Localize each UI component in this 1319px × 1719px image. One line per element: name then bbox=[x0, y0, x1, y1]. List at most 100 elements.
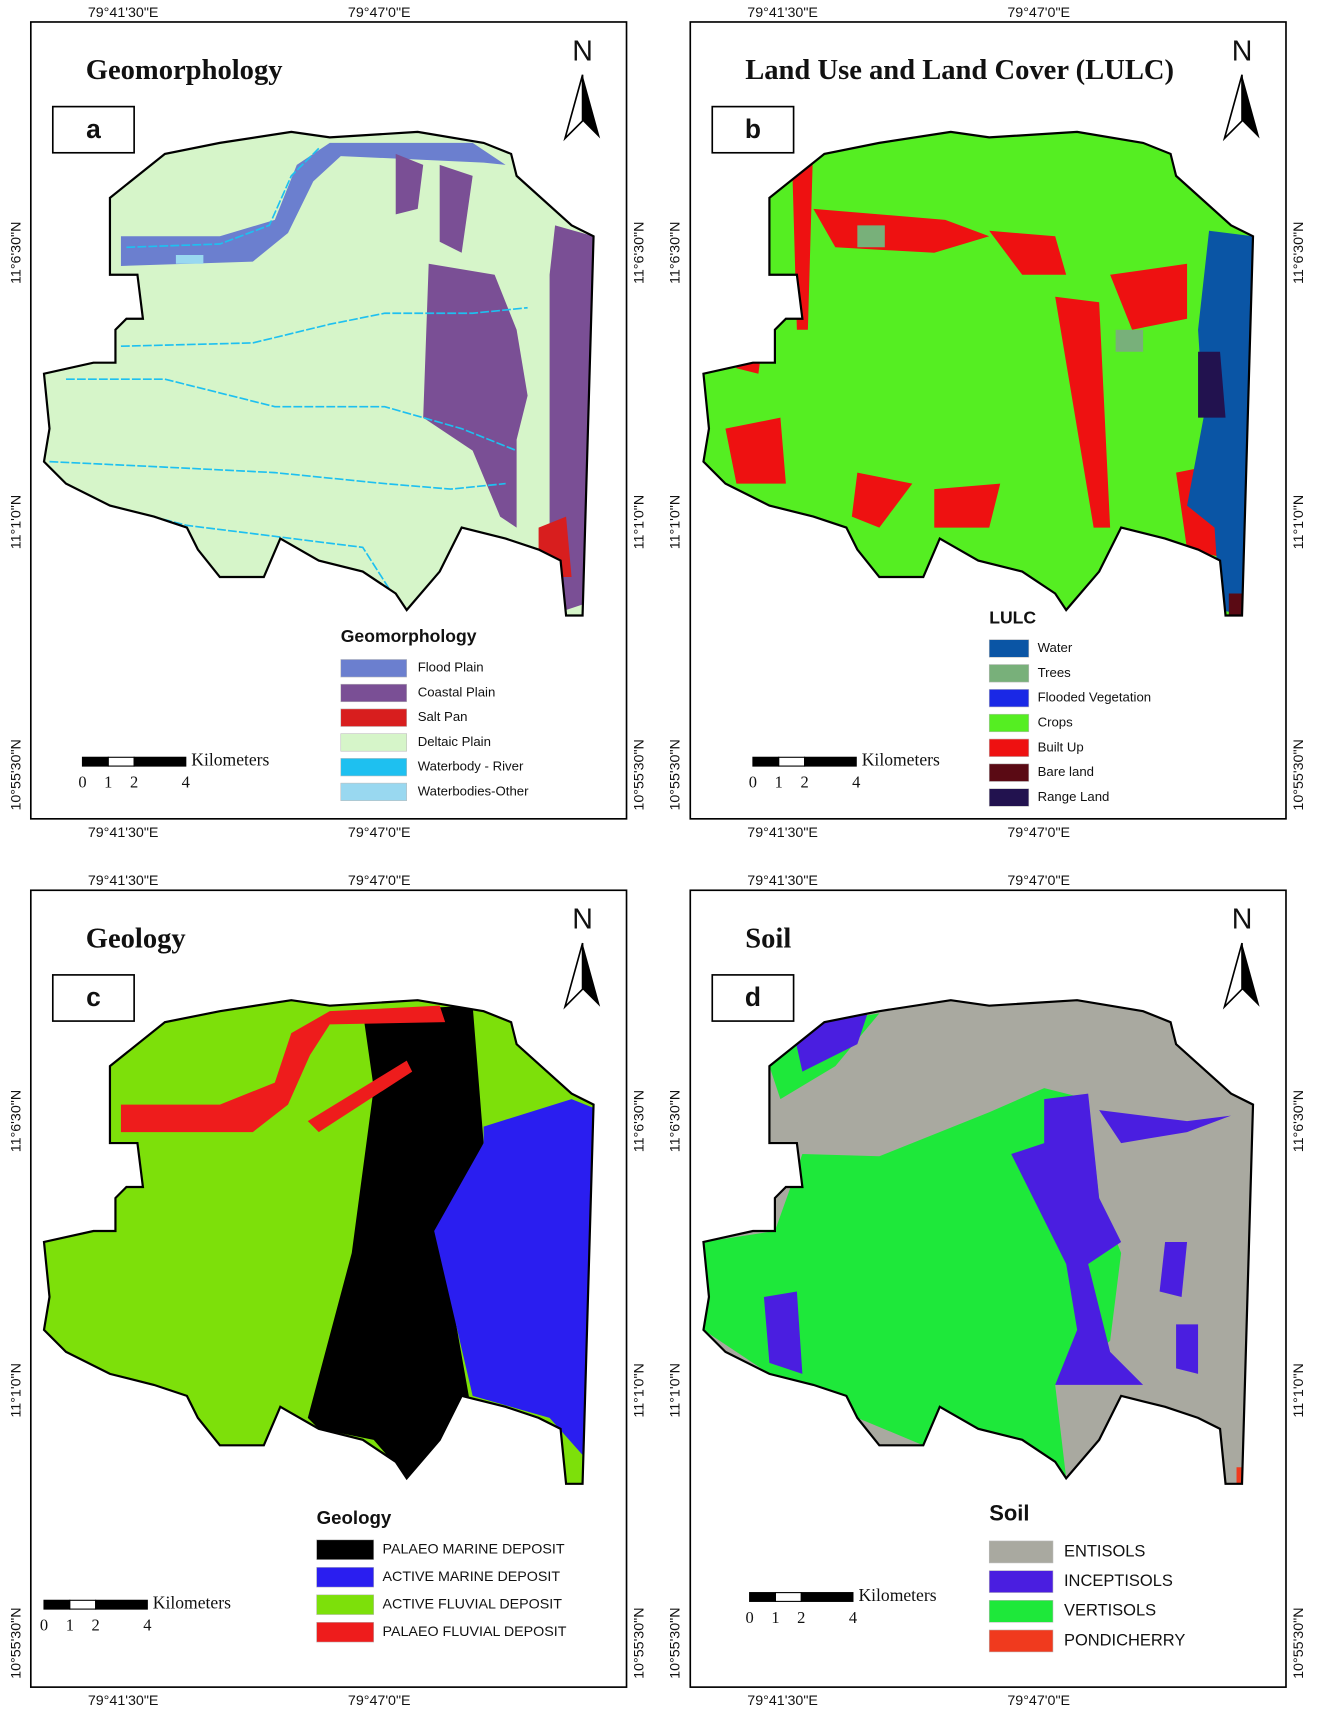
lat-label: 10°55'30"N bbox=[1291, 1607, 1307, 1678]
legend-label: INCEPTISOLS bbox=[1064, 1572, 1173, 1590]
map-region bbox=[434, 1099, 594, 1468]
scale-tick: 4 bbox=[852, 772, 860, 791]
lon-label: 79°41'30"E bbox=[88, 1693, 159, 1709]
legend-swatch bbox=[988, 1540, 1054, 1564]
river bbox=[120, 306, 528, 348]
map-panel: Soil d N 79°41'30"E 79°47'0"E 79°41'30"E 79°47… bbox=[668, 873, 1307, 1709]
lat-label: 11°1'0"N bbox=[668, 1363, 684, 1417]
legend-title: Geology bbox=[317, 1507, 392, 1528]
map-region bbox=[1228, 593, 1243, 616]
river bbox=[65, 378, 517, 452]
legend-label: Deltaic Plain bbox=[418, 734, 491, 749]
map-region bbox=[439, 164, 473, 253]
lon-label: 79°47'0"E bbox=[348, 873, 411, 889]
scale-segment bbox=[774, 1592, 802, 1602]
lat-label: 11°1'0"N bbox=[668, 495, 684, 549]
north-label: N bbox=[572, 35, 593, 67]
legend-swatch bbox=[340, 683, 407, 703]
letter-box bbox=[711, 974, 795, 1022]
map-outline bbox=[42, 999, 595, 1485]
lon-label: 79°41'30"E bbox=[88, 825, 159, 841]
map-region bbox=[1159, 1241, 1188, 1297]
scale-tick: 4 bbox=[143, 1615, 151, 1634]
map-panel: Land Use and Land Cover (LULC) b N 79°41'30… bbox=[668, 5, 1307, 841]
legend-label: VERTISOLS bbox=[1064, 1602, 1156, 1620]
scale-tick: 4 bbox=[849, 1608, 857, 1627]
lat-label: 10°55'30"N bbox=[631, 739, 647, 810]
scale-unit: Kilometers bbox=[153, 1593, 231, 1613]
map-region bbox=[307, 1060, 413, 1133]
panel-letter: b bbox=[745, 114, 761, 144]
scale-tick: 2 bbox=[797, 1608, 805, 1627]
legend-label: Waterbodies-Other bbox=[418, 783, 529, 798]
map-region bbox=[1115, 329, 1144, 352]
scale-segment bbox=[95, 1599, 148, 1610]
river bbox=[109, 504, 397, 600]
legend-title: Soil bbox=[989, 1500, 1029, 1525]
lon-label: 79°47'0"E bbox=[1007, 5, 1070, 21]
letter-box bbox=[711, 105, 795, 154]
scale-segment bbox=[752, 756, 780, 767]
scale-tick: 1 bbox=[66, 1615, 74, 1634]
map-region bbox=[307, 1005, 484, 1484]
lon-label: 79°47'0"E bbox=[1007, 873, 1070, 889]
lat-label: 11°6'30"N bbox=[1291, 1090, 1307, 1152]
map-region bbox=[423, 263, 528, 528]
legend-label: Flooded Vegetation bbox=[1038, 690, 1152, 705]
panel-title: Soil bbox=[745, 923, 791, 954]
lon-label: 79°47'0"E bbox=[1007, 1693, 1070, 1709]
letter-box bbox=[51, 974, 135, 1022]
map-panel: Geology c N 79°41'30"E 79°47'0"E 79°41'30"E 79… bbox=[8, 873, 647, 1709]
scale-tick: 2 bbox=[800, 772, 808, 791]
scale-unit: Kilometers bbox=[191, 750, 269, 770]
scale-segment bbox=[804, 756, 857, 767]
map-region bbox=[989, 230, 1067, 275]
north-arrow-right bbox=[1242, 943, 1260, 1007]
river bbox=[126, 147, 320, 249]
lon-label: 79°41'30"E bbox=[88, 5, 159, 21]
map-region bbox=[120, 142, 506, 266]
legend-label: Coastal Plain bbox=[418, 684, 496, 699]
lon-label: 79°47'0"E bbox=[348, 1693, 411, 1709]
map-region bbox=[1055, 296, 1111, 528]
north-arrow-left bbox=[563, 74, 584, 142]
scale-tick: 0 bbox=[746, 1608, 754, 1627]
legend-label: PALAEO MARINE DEPOSIT bbox=[383, 1542, 565, 1558]
map-region bbox=[934, 483, 1001, 528]
map-region bbox=[1176, 1324, 1199, 1374]
map-region bbox=[395, 153, 424, 215]
lat-label: 10°55'30"N bbox=[631, 1607, 647, 1678]
map-region bbox=[175, 254, 204, 264]
scale-tick: 1 bbox=[104, 772, 112, 791]
scale-segment bbox=[107, 756, 135, 767]
legend-title: LULC bbox=[989, 607, 1036, 627]
lon-label: 79°41'30"E bbox=[747, 873, 818, 889]
north-arrow-right bbox=[582, 943, 601, 1007]
legend-swatch bbox=[988, 1629, 1054, 1653]
map-area bbox=[44, 1000, 594, 1484]
map-region bbox=[857, 225, 885, 248]
legend-swatch bbox=[988, 689, 1030, 708]
lon-label: 79°41'30"E bbox=[747, 1693, 818, 1709]
legend-label: PONDICHERRY bbox=[1064, 1631, 1185, 1649]
legend-label: Built Up bbox=[1038, 739, 1084, 754]
map-base bbox=[703, 131, 1254, 616]
legend-label: Range Land bbox=[1038, 789, 1110, 804]
panel-title: Land Use and Land Cover (LULC) bbox=[745, 55, 1174, 86]
lat-label: 11°6'30"N bbox=[668, 1090, 684, 1152]
map-region bbox=[538, 516, 572, 578]
panel-letter: c bbox=[86, 982, 101, 1012]
legend-swatch bbox=[340, 733, 407, 752]
map-region bbox=[120, 1005, 446, 1133]
scale-tick: 4 bbox=[182, 772, 190, 791]
map-outline bbox=[42, 130, 595, 617]
lon-label: 79°47'0"E bbox=[1007, 825, 1070, 841]
north-label: N bbox=[1232, 35, 1253, 67]
legend-swatch bbox=[988, 788, 1030, 807]
panel-letter: d bbox=[745, 982, 761, 1012]
north-arrow-left bbox=[563, 942, 584, 1010]
scale-segment bbox=[81, 756, 109, 767]
legend-label: ACTIVE MARINE DEPOSIT bbox=[383, 1569, 561, 1585]
scale-segment bbox=[800, 1592, 854, 1602]
